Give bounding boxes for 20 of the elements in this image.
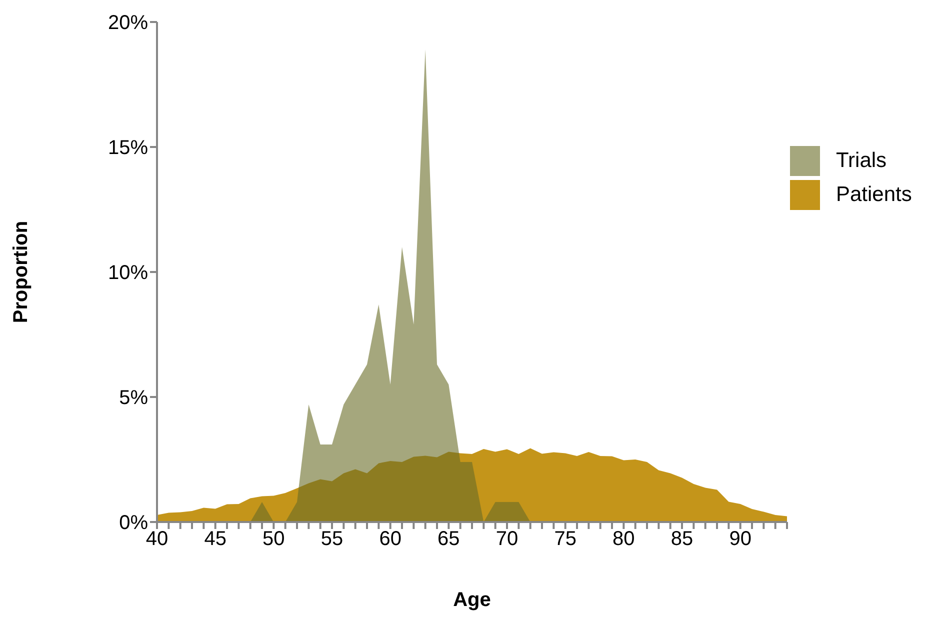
x-tick-label: 55	[320, 528, 344, 550]
y-tick-label: 0%	[119, 512, 148, 534]
x-tick-label: 40	[146, 528, 168, 550]
legend-label: Patients	[836, 183, 912, 207]
legend-label: Trials	[836, 149, 887, 173]
y-axis-title: Proportion	[10, 220, 32, 324]
x-tick-label: 70	[496, 528, 518, 550]
x-tick-label: 45	[204, 528, 226, 550]
y-tick-label: 15%	[108, 137, 148, 160]
x-tick-label: 60	[379, 528, 402, 550]
y-tick-label: 5%	[119, 387, 148, 410]
x-tick-label: 85	[670, 528, 694, 550]
x-tick-label: 75	[554, 528, 576, 550]
x-tick-label: 90	[729, 528, 752, 550]
x-tick-label: 50	[262, 528, 285, 550]
x-tick-label: 80	[612, 528, 635, 550]
y-tick-label: 20%	[108, 12, 148, 34]
x-axis-title: Age	[453, 589, 491, 611]
y-tick-label: 10%	[108, 262, 148, 284]
x-tick-label: 65	[438, 528, 460, 550]
